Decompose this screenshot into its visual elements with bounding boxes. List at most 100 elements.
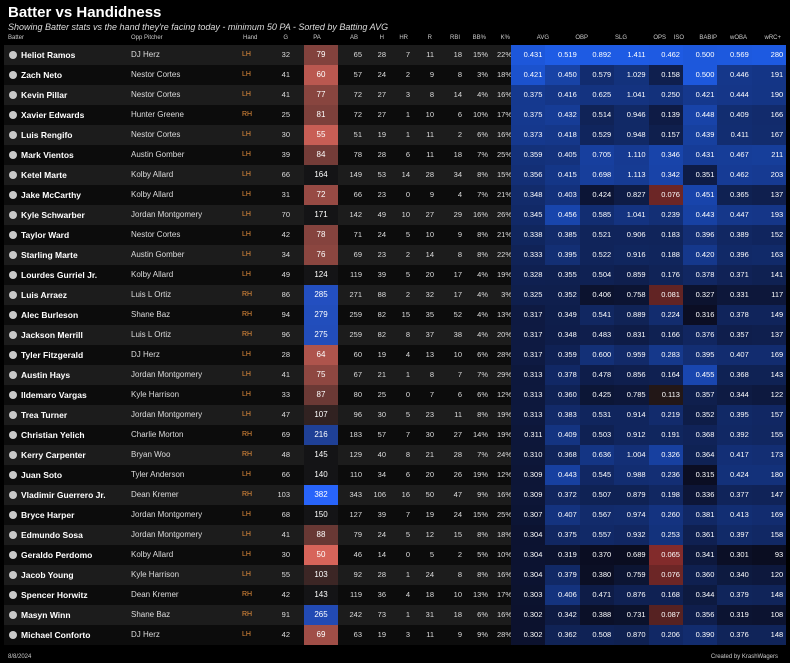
cell-obp: 0.349 (545, 305, 580, 325)
cell-pa: 150 (304, 505, 338, 525)
cell-ops: 1.110 (614, 145, 649, 165)
cell-h: 14 (377, 550, 386, 559)
cell-rbi: 52 (453, 310, 462, 319)
cell-wrc: 93 (751, 545, 787, 565)
cell-ops: 0.859 (614, 265, 649, 285)
cell-ops: 0.831 (614, 325, 649, 345)
cell-h: 28 (377, 570, 386, 579)
cell-ops: 1.029 (614, 65, 649, 85)
cell-bb: 6% (477, 350, 488, 359)
footer-credit: Created by KrashWagers (710, 654, 778, 660)
cell-obp: 0.319 (545, 545, 580, 565)
table-row[interactable]: Kyle Schwarber Jordan Montgomery LH 70 142 49… (4, 205, 787, 225)
cell-k: 12% (496, 390, 512, 399)
cell-slg: 0.892 (579, 45, 615, 65)
table-row[interactable]: Ildemaro Vargas Kyle Harrison LH 33 80 25 0 7 6 6… (4, 385, 787, 405)
table-row[interactable]: Kevin Pillar Nestor Cortes LH 41 72 27 3 8 14 4% 1… (4, 85, 787, 105)
pitcher-hand: LH (242, 91, 251, 98)
cell-k: 13% (496, 310, 512, 319)
cell-h: 27 (377, 110, 386, 119)
cell-ops: 0.758 (614, 285, 649, 305)
cell-wrc: 148 (751, 585, 787, 605)
cell-rbi: 10 (453, 350, 462, 359)
table-row[interactable]: Xavier Edwards Hunter Greene RH 25 72 27 1 10 6 1… (4, 105, 787, 125)
table-row[interactable]: Geraldo Perdomo Kolby Allard LH 30 46 14 0 5 2 5%… (4, 545, 787, 565)
table-row[interactable]: Luis Rengifo Nestor Cortes LH 30 51 19 1 11 2 6% 1… (4, 125, 787, 145)
cell-g: 28 (281, 350, 290, 359)
column-header-opp-pitcher: Opp Pitcher (131, 35, 163, 41)
cell-slg: 0.545 (579, 465, 615, 485)
table-row[interactable]: Michael Conforto DJ Herz LH 42 63 19 3 11 9 9% 28%… (4, 625, 787, 645)
table-row[interactable]: Spencer Horwitz Dean Kremer RH 42 119 36 4 18 10… (4, 585, 787, 605)
table-row[interactable]: Zach Neto Nestor Cortes LH 41 57 24 2 9 8 3% 18% 60… (4, 65, 787, 85)
table-row[interactable]: Heliot Ramos DJ Herz LH 32 65 28 7 11 18 15% 22% 79… (4, 45, 787, 65)
cell-babip: 0.357 (683, 385, 718, 405)
cell-obp: 0.418 (545, 125, 580, 145)
cell-ops: 0.988 (614, 465, 649, 485)
cell-iso: 0.219 (648, 405, 683, 425)
table-row[interactable]: Edmundo Sosa Jordan Montgomery LH 41 79 24 5 12… (4, 525, 787, 545)
table-row[interactable]: Ketel Marte Kolby Allard LH 66 149 53 14 28 34 8%… (4, 165, 787, 185)
table-row[interactable]: Jake McCarthy Kolby Allard LH 31 66 23 0 9 4 7% 21… (4, 185, 787, 205)
cell-iso: 0.239 (648, 205, 683, 225)
cell-avg: 0.313 (511, 385, 546, 405)
cell-obp: 0.456 (545, 205, 580, 225)
cell-g: 42 (281, 630, 290, 639)
cell-hr: 16 (401, 490, 410, 499)
cell-k: 25% (496, 510, 512, 519)
cell-hr: 5 (405, 270, 410, 279)
cell-bb: 4% (477, 290, 488, 299)
cell-hr: 5 (405, 530, 410, 539)
table-row[interactable]: Juan Soto Tyler Anderson LH 66 110 34 6 20 26 19%… (4, 465, 787, 485)
cell-ab: 92 (353, 570, 362, 579)
cell-obp: 0.352 (545, 285, 580, 305)
cell-iso: 0.065 (648, 545, 683, 565)
cell-slg: 0.521 (579, 225, 615, 245)
cell-avg: 0.311 (511, 425, 546, 445)
cell-ab: 78 (353, 150, 362, 159)
opp-pitcher: DJ Herz (131, 630, 160, 639)
cell-obp: 0.432 (545, 105, 580, 125)
cell-avg: 0.310 (511, 445, 546, 465)
cell-ab: 46 (353, 550, 362, 559)
table-row[interactable]: Jackson Merrill Luis L Ortiz RH 96 259 82 8 37 3… (4, 325, 787, 345)
table-row[interactable]: Starling Marte Austin Gomber LH 34 69 23 2 14 8 8… (4, 245, 787, 265)
table-row[interactable]: Trea Turner Jordan Montgomery LH 47 96 30 5 23 1… (4, 405, 787, 425)
table-row[interactable]: Mark Vientos Austin Gomber LH 39 78 28 6 11 18 7%… (4, 145, 787, 165)
cell-wrc: 191 (751, 65, 787, 85)
table-row[interactable]: Alec Burleson Shane Baz RH 94 259 82 15 35 52 4% 1… (4, 305, 787, 325)
cell-slg: 0.388 (579, 605, 615, 625)
cell-ops: 1.004 (614, 445, 649, 465)
cell-h: 53 (377, 170, 386, 179)
cell-wrc: 117 (751, 285, 787, 305)
table-row[interactable]: Austin Hays Jordan Montgomery LH 41 67 21 1 8 7 7… (4, 365, 787, 385)
cell-obp: 0.403 (545, 185, 580, 205)
cell-rbi: 26 (453, 470, 462, 479)
cell-babip: 0.439 (683, 125, 718, 145)
cell-babip: 0.395 (683, 345, 718, 365)
table-row[interactable]: Bryce Harper Jordan Montgomery LH 68 127 39 7 1… (4, 505, 787, 525)
cell-iso: 0.081 (648, 285, 683, 305)
table-row[interactable]: Christian Yelich Charlie Morton RH 69 183 57 7… (4, 425, 787, 445)
table-row[interactable]: Vladimir Guerrero Jr. Dean Kremer RH 103 343… (4, 485, 787, 505)
opp-pitcher: Kolby Allard (131, 190, 174, 199)
table-row[interactable]: Luis Arraez Luis L Ortiz RH 86 271 88 2 32 17 4% 3… (4, 285, 787, 305)
table-row[interactable]: Lourdes Gurriel Jr. Kolby Allard LH 49 119 39… (4, 265, 787, 285)
cell-ab: 63 (353, 630, 362, 639)
cell-obp: 0.443 (545, 465, 580, 485)
table-row[interactable]: Jacob Young Kyle Harrison LH 55 92 28 1 24 8 8% 16… (4, 565, 787, 585)
table-row[interactable]: Masyn Winn Shane Baz RH 91 242 73 1 31 18 6% 16% 26… (4, 605, 787, 625)
table-row[interactable]: Taylor Ward Nestor Cortes LH 42 71 24 5 10 9 8% 21… (4, 225, 787, 245)
pitcher-hand: LH (242, 391, 251, 398)
cell-obp: 0.409 (545, 425, 580, 445)
cell-h: 19 (377, 350, 386, 359)
pitcher-hand: LH (242, 211, 251, 218)
cell-r: 10 (425, 230, 434, 239)
batter-name: Heliot Ramos (21, 50, 76, 60)
table-row[interactable]: Kerry Carpenter Bryan Woo RH 48 129 40 8 21 28 7%… (4, 445, 787, 465)
table-row[interactable]: Tyler Fitzgerald DJ Herz LH 28 60 19 4 13 10 6% 28… (4, 345, 787, 365)
cell-h: 73 (377, 610, 386, 619)
cell-rbi: 24 (453, 510, 462, 519)
cell-slg: 0.503 (579, 425, 615, 445)
cell-avg: 0.313 (511, 365, 546, 385)
